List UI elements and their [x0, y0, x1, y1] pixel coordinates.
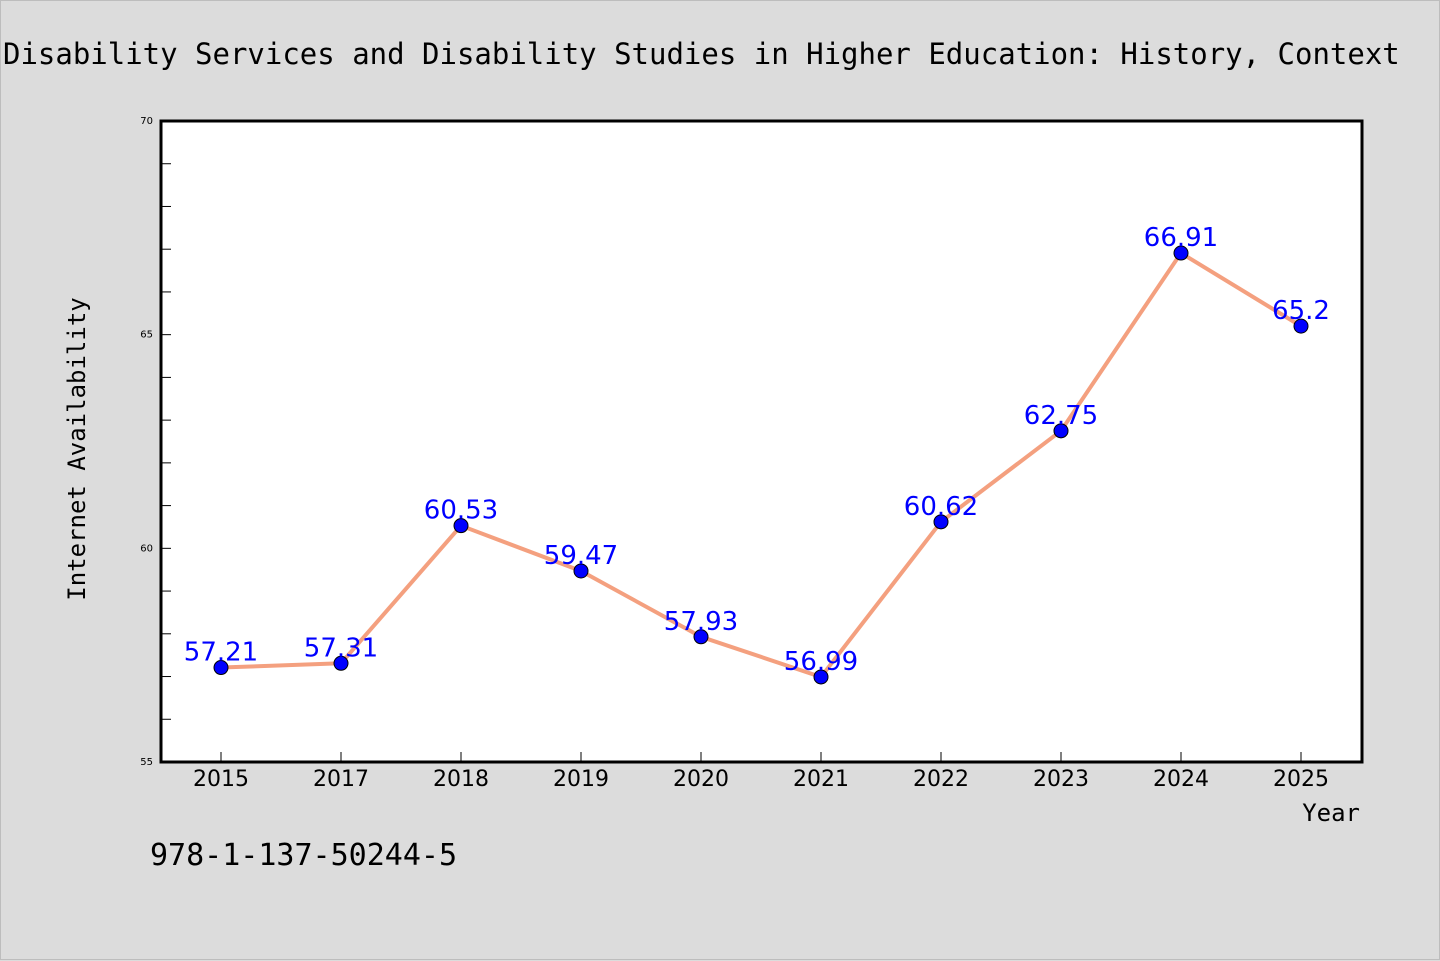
x-tick-label: 2017 [313, 767, 369, 792]
x-tick-label: 2025 [1273, 767, 1329, 792]
x-tick-label: 2022 [913, 767, 969, 792]
data-point [933, 514, 949, 530]
data-point [813, 669, 829, 685]
data-point [1293, 318, 1309, 334]
y-tick-label: 60 [140, 543, 153, 554]
data-label: 59.47 [544, 541, 618, 571]
data-labels: 57.21 57.31 60.53 59.47 57.93 56.99 60.62 62.75… [184, 223, 1330, 677]
data-label: 65.2 [1272, 296, 1330, 326]
y-tick-label: 55 [140, 757, 153, 768]
y-axis-label: Internet Availability [63, 297, 91, 600]
y-tick-label: 65 [140, 330, 153, 341]
x-tick-label: 2024 [1153, 767, 1209, 792]
data-label: 66.91 [1144, 223, 1218, 253]
data-point [213, 660, 229, 676]
y-tick-label: 70 [140, 116, 153, 127]
series-line-group [219, 251, 1303, 679]
x-tick-label: 2021 [793, 767, 849, 792]
isbn-footnote: 978-1-137-50244-5 [150, 838, 457, 873]
y-axis-ticks: 55 60 65 70 [140, 116, 171, 768]
data-point [1173, 245, 1189, 261]
x-tick-label: 2020 [673, 767, 729, 792]
chart-title: Disability Services and Disability Studi… [3, 37, 1400, 71]
data-point [1053, 423, 1069, 439]
data-label: 62.75 [1024, 401, 1098, 431]
x-tick-label: 2019 [553, 767, 609, 792]
data-point [333, 655, 349, 671]
x-tick-label: 2015 [193, 767, 249, 792]
plot-frame [159, 119, 1364, 764]
data-point [453, 518, 469, 534]
data-label: 56.99 [784, 647, 858, 677]
data-label: 60.53 [424, 496, 498, 526]
data-label: 57.31 [304, 633, 378, 663]
data-label: 60.62 [904, 492, 978, 522]
data-label: 57.93 [664, 607, 738, 637]
x-axis-label: Year [1302, 799, 1360, 827]
data-label: 57.21 [184, 638, 258, 668]
data-point [573, 563, 589, 579]
series-line [219, 251, 1303, 679]
x-axis-ticks: 2015 2017 2018 2019 2020 2021 2022 2023 2024 2025 [193, 752, 1329, 792]
x-tick-label: 2018 [433, 767, 489, 792]
x-tick-label: 2023 [1033, 767, 1089, 792]
data-markers [213, 245, 1309, 685]
data-point [693, 629, 709, 645]
